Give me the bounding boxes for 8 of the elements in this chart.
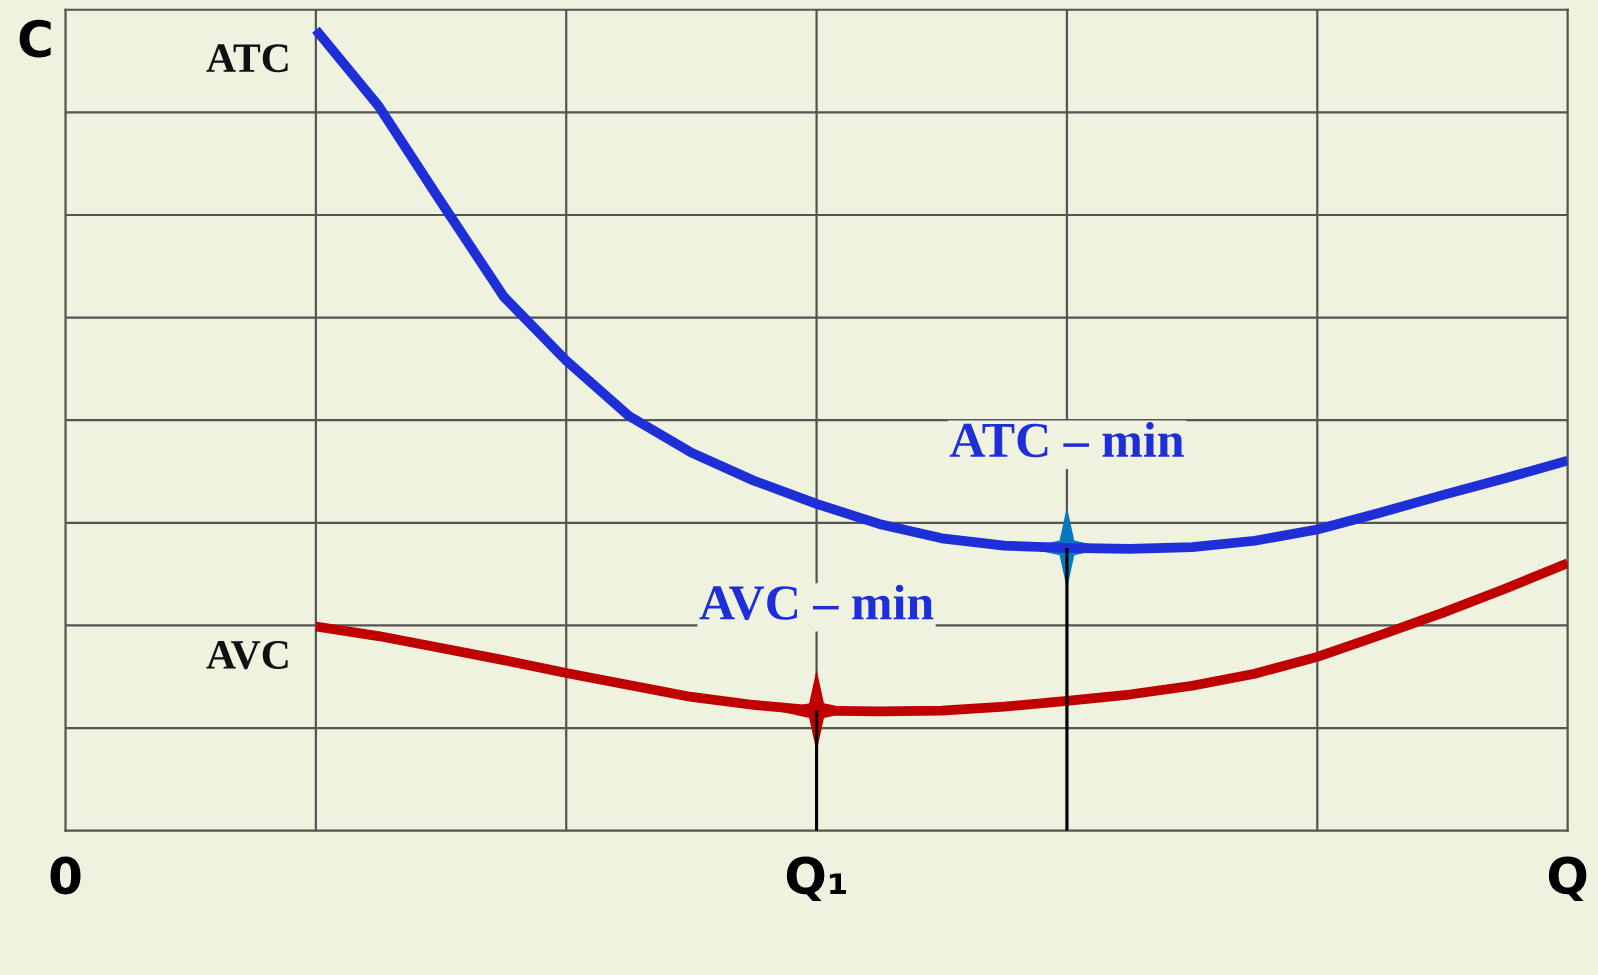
x-tick-label: Q <box>1548 856 1587 901</box>
y-axis-title: C <box>19 19 51 58</box>
annotation: AVC – min <box>699 584 934 621</box>
series-label: ATC <box>206 44 288 73</box>
x-tick-label: 0 <box>50 856 81 895</box>
annotation: ATC – min <box>949 422 1184 458</box>
series-label: AVC <box>206 640 288 670</box>
x-tick-label: Q₁ <box>786 856 846 901</box>
